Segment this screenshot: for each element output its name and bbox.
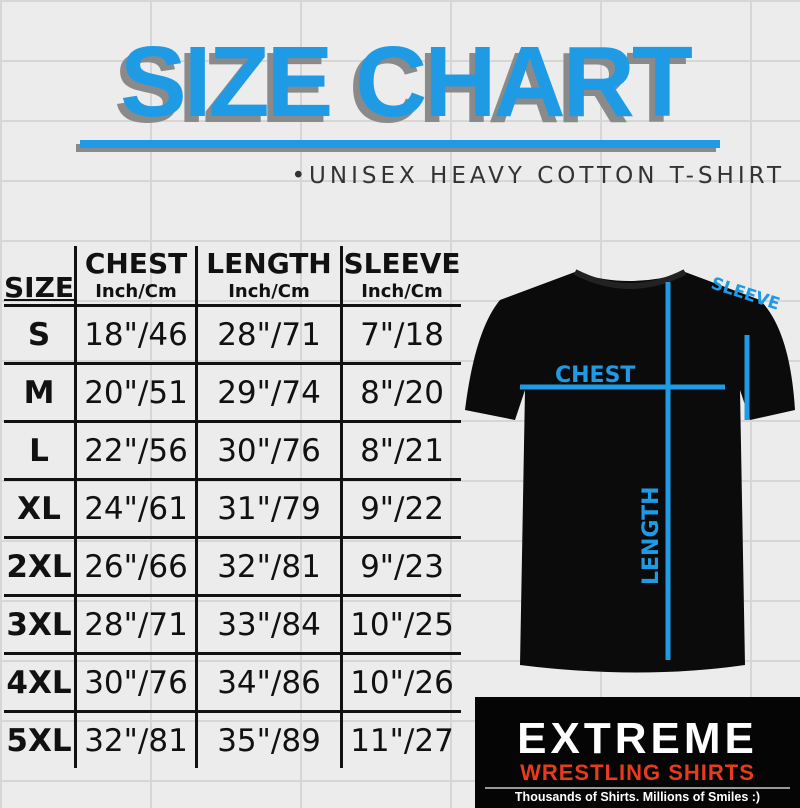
cell-length: 31"/79 xyxy=(195,478,342,538)
cell-sleeve: 8"/20 xyxy=(340,362,462,422)
header-chest: CHEST Inch/Cm xyxy=(74,246,197,306)
logo-main: EXTREME xyxy=(517,714,758,763)
table-row: 4XL 30"/76 34"/86 10"/26 xyxy=(4,652,462,712)
cell-size: S xyxy=(4,304,76,364)
cell-length: 28"/71 xyxy=(195,304,342,364)
table-row: XL 24"/61 31"/79 9"/22 xyxy=(4,478,462,538)
header-size: SIZE xyxy=(4,271,75,304)
logo-sub: WRESTLING SHIRTS xyxy=(520,760,755,785)
cell-size: 2XL xyxy=(4,536,76,596)
cell-length: 34"/86 xyxy=(195,652,342,712)
page-title: SIZE CHART xyxy=(120,26,693,138)
cell-sleeve: 8"/21 xyxy=(340,420,462,480)
table-row: M 20"/51 29"/74 8"/20 xyxy=(4,362,462,422)
tshirt-icon xyxy=(465,272,795,673)
cell-sleeve: 9"/22 xyxy=(340,478,462,538)
cell-sleeve: 10"/25 xyxy=(340,594,462,654)
tshirt-diagram: CHEST LENGTH SLEEVE xyxy=(465,269,795,673)
table-row: S 18"/46 28"/71 7"/18 xyxy=(4,304,462,364)
subtitle: •UNISEX HEAVY COTTON T-SHIRT xyxy=(291,163,785,189)
table-row: L 22"/56 30"/76 8"/21 xyxy=(4,420,462,480)
table-row: 3XL 28"/71 33"/84 10"/25 xyxy=(4,594,462,654)
header-sleeve: SLEEVE Inch/Cm xyxy=(340,246,462,306)
length-label: LENGTH xyxy=(639,486,664,585)
cell-size: 5XL xyxy=(4,710,76,768)
cell-chest: 32"/81 xyxy=(74,710,197,768)
header-length: LENGTH Inch/Cm xyxy=(195,246,342,306)
cell-length: 30"/76 xyxy=(195,420,342,480)
table-row: 2XL 26"/66 32"/81 9"/23 xyxy=(4,536,462,596)
brand-logo: EXTREME WRESTLING SHIRTS Thousands of Sh… xyxy=(475,697,800,808)
cell-size: L xyxy=(4,420,76,480)
table-row: 5XL 32"/81 35"/89 11"/27 xyxy=(4,710,462,768)
cell-size: M xyxy=(4,362,76,422)
title-underline xyxy=(80,140,720,148)
cell-chest: 22"/56 xyxy=(74,420,197,480)
cell-size: XL xyxy=(4,478,76,538)
cell-size: 3XL xyxy=(4,594,76,654)
cell-size: 4XL xyxy=(4,652,76,712)
cell-sleeve: 7"/18 xyxy=(340,304,462,364)
cell-chest: 30"/76 xyxy=(74,652,197,712)
cell-chest: 26"/66 xyxy=(74,536,197,596)
chest-label: CHEST xyxy=(555,363,635,388)
cell-chest: 24"/61 xyxy=(74,478,197,538)
cell-sleeve: 10"/26 xyxy=(340,652,462,712)
size-table: SIZE CHEST Inch/Cm LENGTH Inch/Cm SLEEVE In… xyxy=(4,246,462,768)
table-header-row: SIZE CHEST Inch/Cm LENGTH Inch/Cm SLEEVE In… xyxy=(4,246,462,306)
cell-length: 32"/81 xyxy=(195,536,342,596)
cell-chest: 28"/71 xyxy=(74,594,197,654)
cell-chest: 18"/46 xyxy=(74,304,197,364)
cell-length: 33"/84 xyxy=(195,594,342,654)
cell-length: 29"/74 xyxy=(195,362,342,422)
cell-length: 35"/89 xyxy=(195,710,342,768)
cell-sleeve: 11"/27 xyxy=(340,710,462,768)
cell-chest: 20"/51 xyxy=(74,362,197,422)
logo-tagline: Thousands of Shirts. Millions of Smiles … xyxy=(485,787,790,805)
cell-sleeve: 9"/23 xyxy=(340,536,462,596)
